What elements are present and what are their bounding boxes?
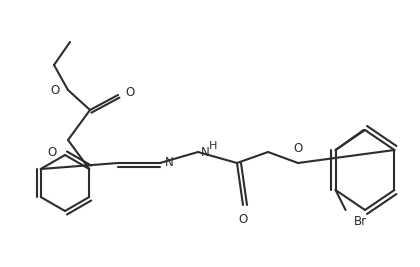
Text: Br: Br [354,215,367,228]
Text: O: O [125,85,134,99]
Text: H: H [209,141,218,151]
Text: N: N [201,146,210,159]
Text: O: O [294,142,303,155]
Text: O: O [47,146,57,159]
Text: O: O [239,213,248,226]
Text: O: O [51,84,60,96]
Text: N: N [165,156,174,170]
